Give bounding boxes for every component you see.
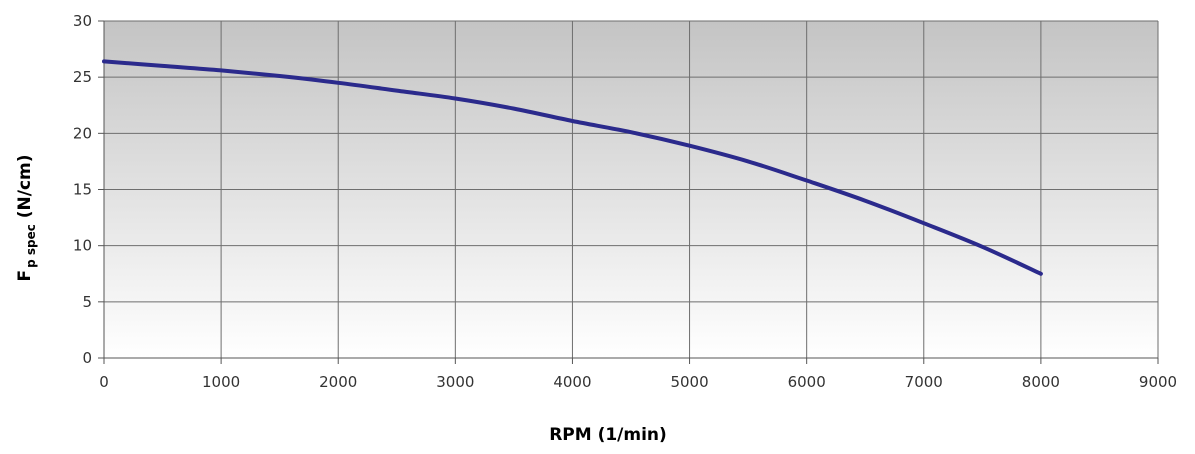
x-tick-label: 0 [99,373,109,391]
x-tick-label: 2000 [319,373,357,391]
series-line [102,59,1043,276]
y-tick-label: 15 [73,181,92,199]
series-group [102,59,1043,276]
y-axis-title-subscript: p spec [24,224,38,268]
x-tick-label: 9000 [1139,373,1177,391]
y-tick-label: 30 [73,12,92,30]
axes [98,20,1159,364]
x-tick-label: 4000 [553,373,591,391]
y-tick-label: 5 [82,293,92,311]
x-tick-label: 3000 [436,373,474,391]
y-tick-labels: 0 5 10 15 20 25 30 [73,12,92,367]
x-axis-title: RPM (1/min) [549,425,667,445]
y-tick-label: 25 [73,68,92,86]
y-axis-title-unit: (N/cm) [15,154,35,224]
y-axis-title: Fp spec (N/cm) [15,154,38,281]
x-tick-labels: 0 1000 2000 3000 4000 5000 6000 7000 8000 9000 [99,373,1177,391]
x-tick-label: 5000 [670,373,708,391]
y-tick-label: 10 [73,237,92,255]
x-tick-label: 1000 [202,373,240,391]
y-tick-label: 20 [73,124,92,142]
x-tick-label: 8000 [1022,373,1060,391]
y-tick-label: 0 [82,349,92,367]
x-tick-label: 7000 [905,373,943,391]
y-axis-title-main: F [15,270,35,282]
x-tick-label: 6000 [788,373,826,391]
